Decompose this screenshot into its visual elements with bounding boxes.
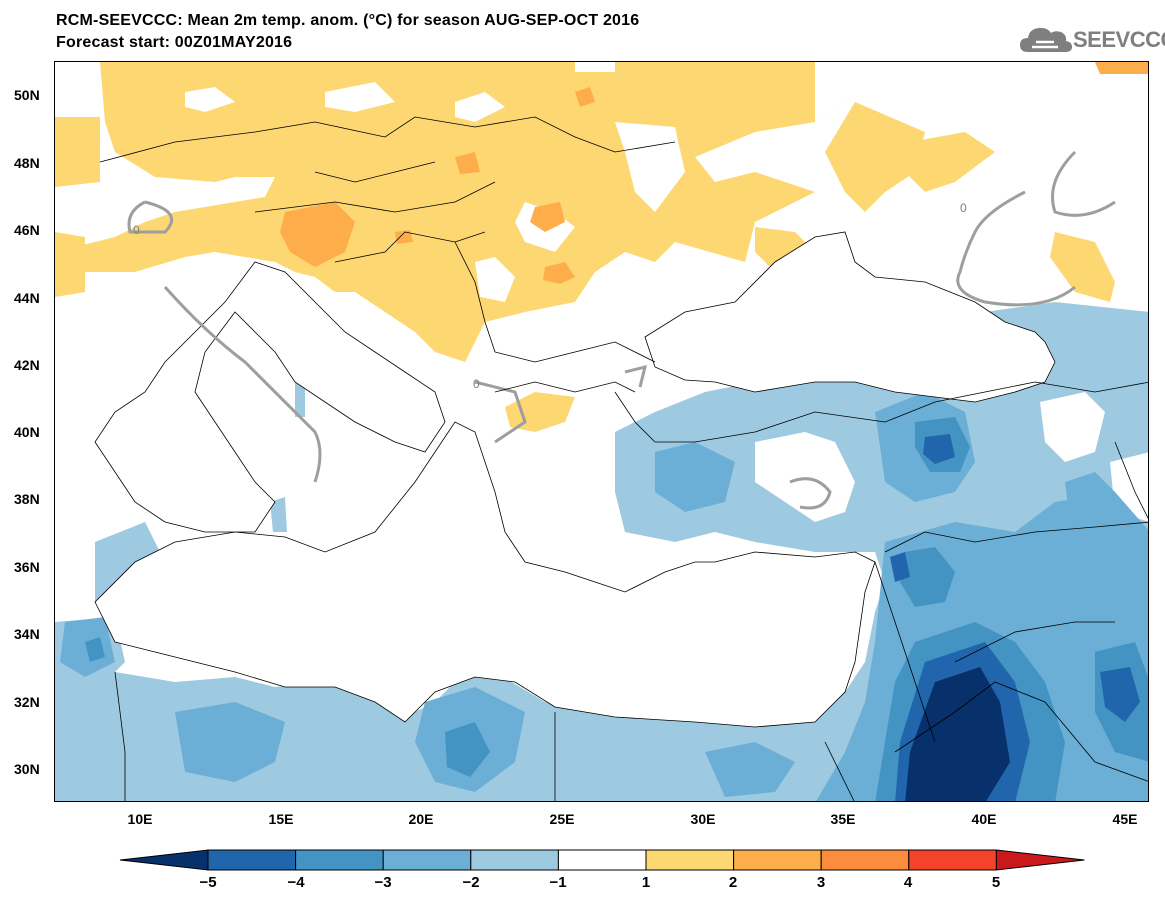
colorbar-label: −4	[287, 874, 305, 891]
colorbar-cell	[382, 849, 472, 871]
cool-anomaly-extreme	[905, 667, 1010, 801]
lat-label-50N: 50N	[14, 87, 40, 103]
contour-label: 0	[960, 201, 967, 215]
forecast-start-label: Forecast start: 00Z01MAY2016	[56, 34, 293, 51]
colorbar-label: 5	[991, 874, 1001, 891]
colorbar	[119, 849, 1085, 871]
black-sea	[644, 231, 1056, 403]
colorbar-label: 2	[728, 874, 738, 891]
colorbar-cell	[295, 849, 384, 871]
colorbar-label: 4	[903, 874, 913, 891]
colorbar-cell	[908, 849, 997, 871]
colorbar-label: 1	[641, 874, 651, 891]
colorbar-cell	[470, 849, 559, 871]
warm-anomaly-strong	[280, 62, 1148, 284]
colorbar-cell	[820, 849, 910, 871]
adriatic-tyrrhenian	[94, 261, 446, 533]
country-borders	[99, 116, 1148, 801]
lat-label-34N: 34N	[14, 626, 40, 642]
chart-title: RCM-SEEVCCC: Mean 2m temp. anom. (°C) fo…	[56, 12, 640, 29]
colorbar-cell	[207, 849, 297, 871]
lat-label-30N: 30N	[14, 761, 40, 777]
colorbar-label: −5	[199, 874, 217, 891]
lon-label-15E: 15E	[268, 811, 294, 827]
lat-label-48N: 48N	[14, 155, 40, 171]
colorbar-label: −2	[462, 874, 480, 891]
lat-label-38N: 38N	[14, 491, 40, 507]
neutral-patches-south	[755, 392, 1148, 522]
colorbar-label: −1	[549, 874, 567, 891]
lat-label-40N: 40N	[14, 424, 40, 440]
colorbar-label: −3	[374, 874, 392, 891]
lon-label-25E: 25E	[549, 811, 575, 827]
lon-label-45E: 45E	[1112, 811, 1138, 827]
colorbar-cell	[119, 849, 209, 871]
colorbar-label: 3	[816, 874, 826, 891]
colorbar-cell	[733, 849, 822, 871]
colorbar-cell	[645, 849, 735, 871]
contour-label-zero: 0 0 0	[133, 201, 967, 391]
map-panel: 0 0 0	[54, 61, 1149, 802]
lon-label-10E: 10E	[127, 811, 153, 827]
logo-text: SEEVCCC	[1073, 27, 1165, 52]
lat-label-36N: 36N	[14, 559, 40, 575]
contour-label: 0	[473, 377, 480, 391]
cloud-icon	[1020, 27, 1072, 52]
lon-label-30E: 30E	[690, 811, 716, 827]
contour-label: 0	[133, 223, 140, 237]
colorbar-cell	[557, 849, 647, 871]
lon-label-35E: 35E	[830, 811, 856, 827]
anomaly-map: 0 0 0	[55, 62, 1148, 801]
zero-contours	[127, 150, 1116, 510]
lat-label-46N: 46N	[14, 222, 40, 238]
lon-label-40E: 40E	[971, 811, 997, 827]
lat-label-44N: 44N	[14, 290, 40, 306]
lat-label-32N: 32N	[14, 694, 40, 710]
lon-label-20E: 20E	[408, 811, 434, 827]
colorbar-cell	[995, 849, 1085, 871]
seevccc-logo: SEEVCCC	[1018, 22, 1165, 58]
lat-label-42N: 42N	[14, 357, 40, 373]
